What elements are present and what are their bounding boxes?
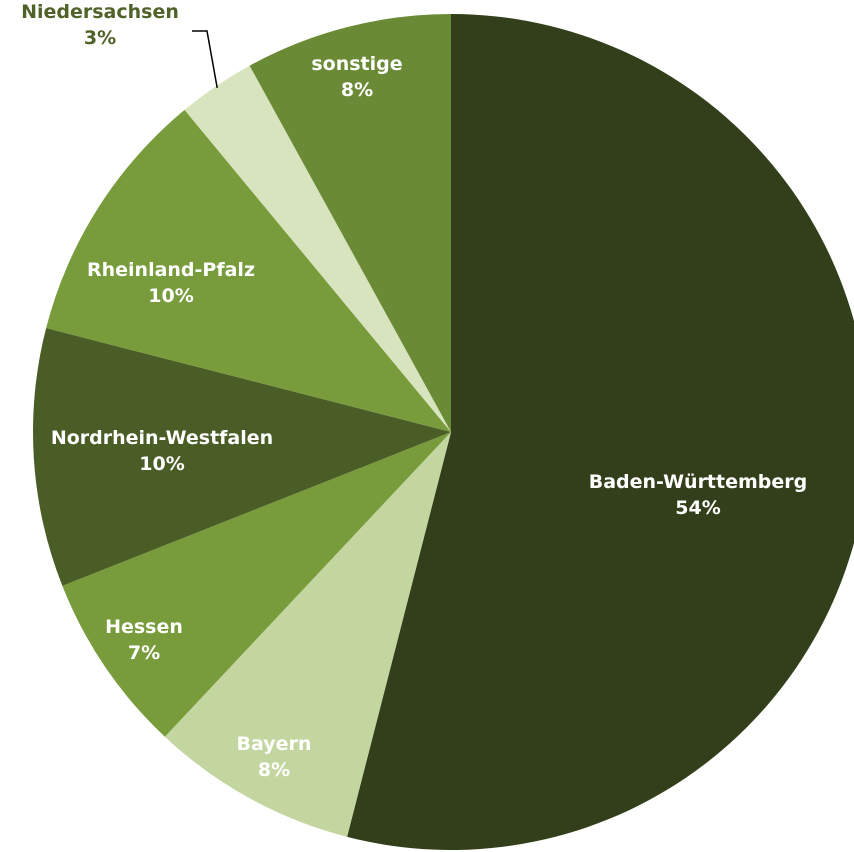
- leader-line-niedersachsen: [192, 30, 218, 89]
- slice-value-label: 7%: [128, 642, 160, 664]
- slice-category-label: sonstige: [311, 53, 402, 75]
- pie-slices: [32, 14, 854, 850]
- leader-lines: [192, 30, 218, 89]
- slice-category-label: Rheinland-Pfalz: [87, 259, 255, 281]
- slice-category-label: Niedersachsen: [21, 1, 179, 23]
- pie-slice-baden-wuerttemberg: [347, 14, 854, 850]
- slice-category-label: Bayern: [237, 733, 312, 755]
- slice-label-rheinland-pfalz: Rheinland-Pfalz 10%: [87, 259, 255, 307]
- pie-slice-hessen: [62, 432, 451, 737]
- slice-value-label: 10%: [139, 453, 184, 475]
- pie-slice-niedersachsen: [184, 65, 451, 432]
- pie-slice-nordrhein-westfalen: [32, 328, 451, 586]
- slice-category-label: Baden-Württemberg: [589, 471, 808, 493]
- slice-value-label: 54%: [675, 497, 720, 519]
- slice-label-niedersachsen: Niedersachsen 3%: [21, 1, 179, 49]
- slice-value-label: 8%: [341, 79, 373, 101]
- slice-category-label: Nordrhein-Westfalen: [51, 427, 273, 449]
- slice-labels: Baden-Württemberg 54% Bayern 8% Hessen 7% Nord…: [21, 1, 807, 781]
- slice-label-bayern: Bayern 8%: [237, 733, 312, 781]
- slice-category-label: Hessen: [105, 616, 183, 638]
- slice-value-label: 3%: [84, 27, 116, 49]
- pie-slice-sonstige: [249, 14, 451, 432]
- slice-label-sonstige: sonstige 8%: [311, 53, 402, 101]
- slice-value-label: 8%: [258, 759, 290, 781]
- slice-value-label: 10%: [148, 285, 193, 307]
- pie-slice-rheinland-pfalz: [46, 109, 451, 433]
- pie-slice-bayern: [164, 432, 452, 837]
- slice-label-baden-wuerttemberg: Baden-Württemberg 54%: [589, 471, 808, 519]
- slice-label-hessen: Hessen 7%: [105, 616, 183, 664]
- slice-label-nordrhein-westfalen: Nordrhein-Westfalen 10%: [51, 427, 273, 475]
